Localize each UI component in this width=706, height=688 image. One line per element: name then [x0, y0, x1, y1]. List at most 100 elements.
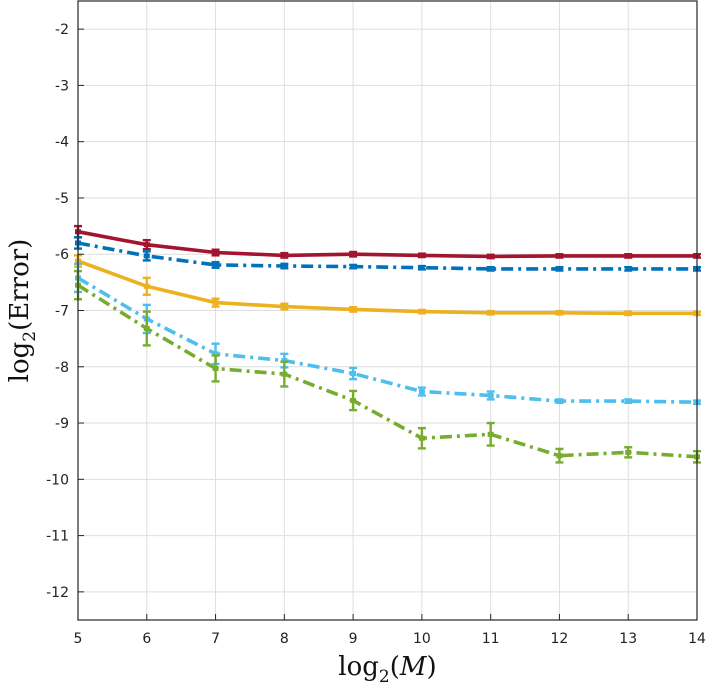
y-tick-label: -5 [55, 191, 69, 207]
x-tick-label: 5 [74, 631, 83, 647]
error-bar [417, 386, 426, 397]
x-tick-label: 11 [482, 631, 500, 647]
series-orange [74, 254, 701, 317]
data-point [487, 431, 494, 437]
error-bar [486, 421, 495, 447]
error-bar [486, 253, 495, 260]
data-point [350, 264, 357, 270]
series-blue [74, 236, 701, 272]
error-bar [624, 310, 633, 317]
data-point [143, 283, 150, 289]
error-bar [555, 309, 564, 316]
data-point [418, 265, 425, 271]
x-tick-label: 13 [619, 631, 637, 647]
data-point [556, 253, 563, 259]
x-tick-label: 8 [280, 631, 289, 647]
data-point [212, 300, 219, 306]
error-bar [486, 265, 495, 272]
series-blue-line [77, 241, 697, 271]
y-tick-label: -3 [55, 78, 69, 94]
data-point [487, 253, 494, 259]
error-bar [417, 252, 426, 259]
series-lightblue [74, 262, 701, 406]
x-axis-label: log2(M) [338, 652, 436, 687]
error-bar [142, 238, 151, 251]
data-point [281, 371, 288, 377]
error-bar [280, 360, 289, 388]
error-bar [349, 305, 358, 313]
y-tick-label: -11 [46, 529, 69, 545]
error-bar [624, 265, 633, 272]
error-bar [211, 260, 220, 269]
data-point [625, 398, 632, 404]
grid [77, 1, 698, 620]
data-point [625, 266, 632, 272]
error-bar [624, 398, 633, 404]
error-bar [142, 276, 151, 296]
data-point [556, 453, 563, 459]
error-bar [417, 426, 426, 450]
tick-labels: 5 6 7 8 9 10 11 12 13 14 -2 -3 -4 -5 -6 -7 -8 -9 -10 -11 -12 [46, 22, 706, 647]
series-green-line [77, 283, 698, 459]
data-point [212, 250, 219, 256]
y-axis-label: log2(Error) [5, 239, 40, 383]
data-point [556, 266, 563, 272]
error-bar [349, 389, 358, 412]
error-bar [211, 354, 220, 383]
series-red-line [77, 229, 697, 259]
data-point [625, 253, 632, 259]
error-bar [486, 309, 495, 316]
error-bar [624, 253, 633, 259]
error-bar [280, 302, 289, 311]
y-tick-label: -7 [55, 304, 69, 320]
data-point [281, 263, 288, 269]
data-point [418, 389, 425, 395]
data-point [418, 252, 425, 258]
data-point [556, 398, 563, 404]
data-point [212, 262, 219, 268]
data-point [487, 266, 494, 272]
error-bar [280, 251, 289, 259]
y-tick-label: -6 [55, 247, 69, 263]
error-bar [349, 263, 358, 270]
data-point [556, 310, 563, 316]
error-bar [211, 248, 220, 257]
data-point [281, 252, 288, 258]
error-bar [280, 262, 289, 270]
error-bar [417, 308, 426, 315]
x-tick-label: 6 [142, 631, 151, 647]
data-point [212, 365, 219, 371]
data-point [487, 310, 494, 316]
y-tick-label: -8 [55, 360, 69, 376]
error-bar [555, 265, 564, 272]
y-tick-label: -9 [55, 416, 69, 432]
data-point [418, 309, 425, 315]
y-tick-label: -4 [55, 135, 69, 151]
error-bar [486, 390, 495, 401]
error-bar [555, 253, 564, 259]
error-bar [555, 398, 564, 404]
data-point [625, 449, 632, 455]
data-point [350, 251, 357, 257]
error-bar [624, 446, 633, 459]
error-bar [349, 366, 358, 381]
data-point [350, 398, 357, 404]
series-layer [74, 224, 701, 464]
error-bar [417, 264, 426, 271]
error-bar [555, 447, 564, 464]
data-point [212, 351, 219, 357]
error-bar [142, 310, 151, 347]
error-bar [349, 250, 358, 258]
x-tick-label: 14 [688, 631, 706, 647]
y-tick-label: -2 [55, 22, 69, 38]
data-point [350, 306, 357, 312]
data-point [625, 310, 632, 316]
data-point [418, 435, 425, 441]
series-orange-line [77, 259, 697, 316]
data-point [143, 253, 150, 259]
error-bar [142, 250, 151, 262]
x-tick-label: 7 [211, 631, 220, 647]
data-point [143, 326, 150, 332]
data-point [350, 371, 357, 377]
